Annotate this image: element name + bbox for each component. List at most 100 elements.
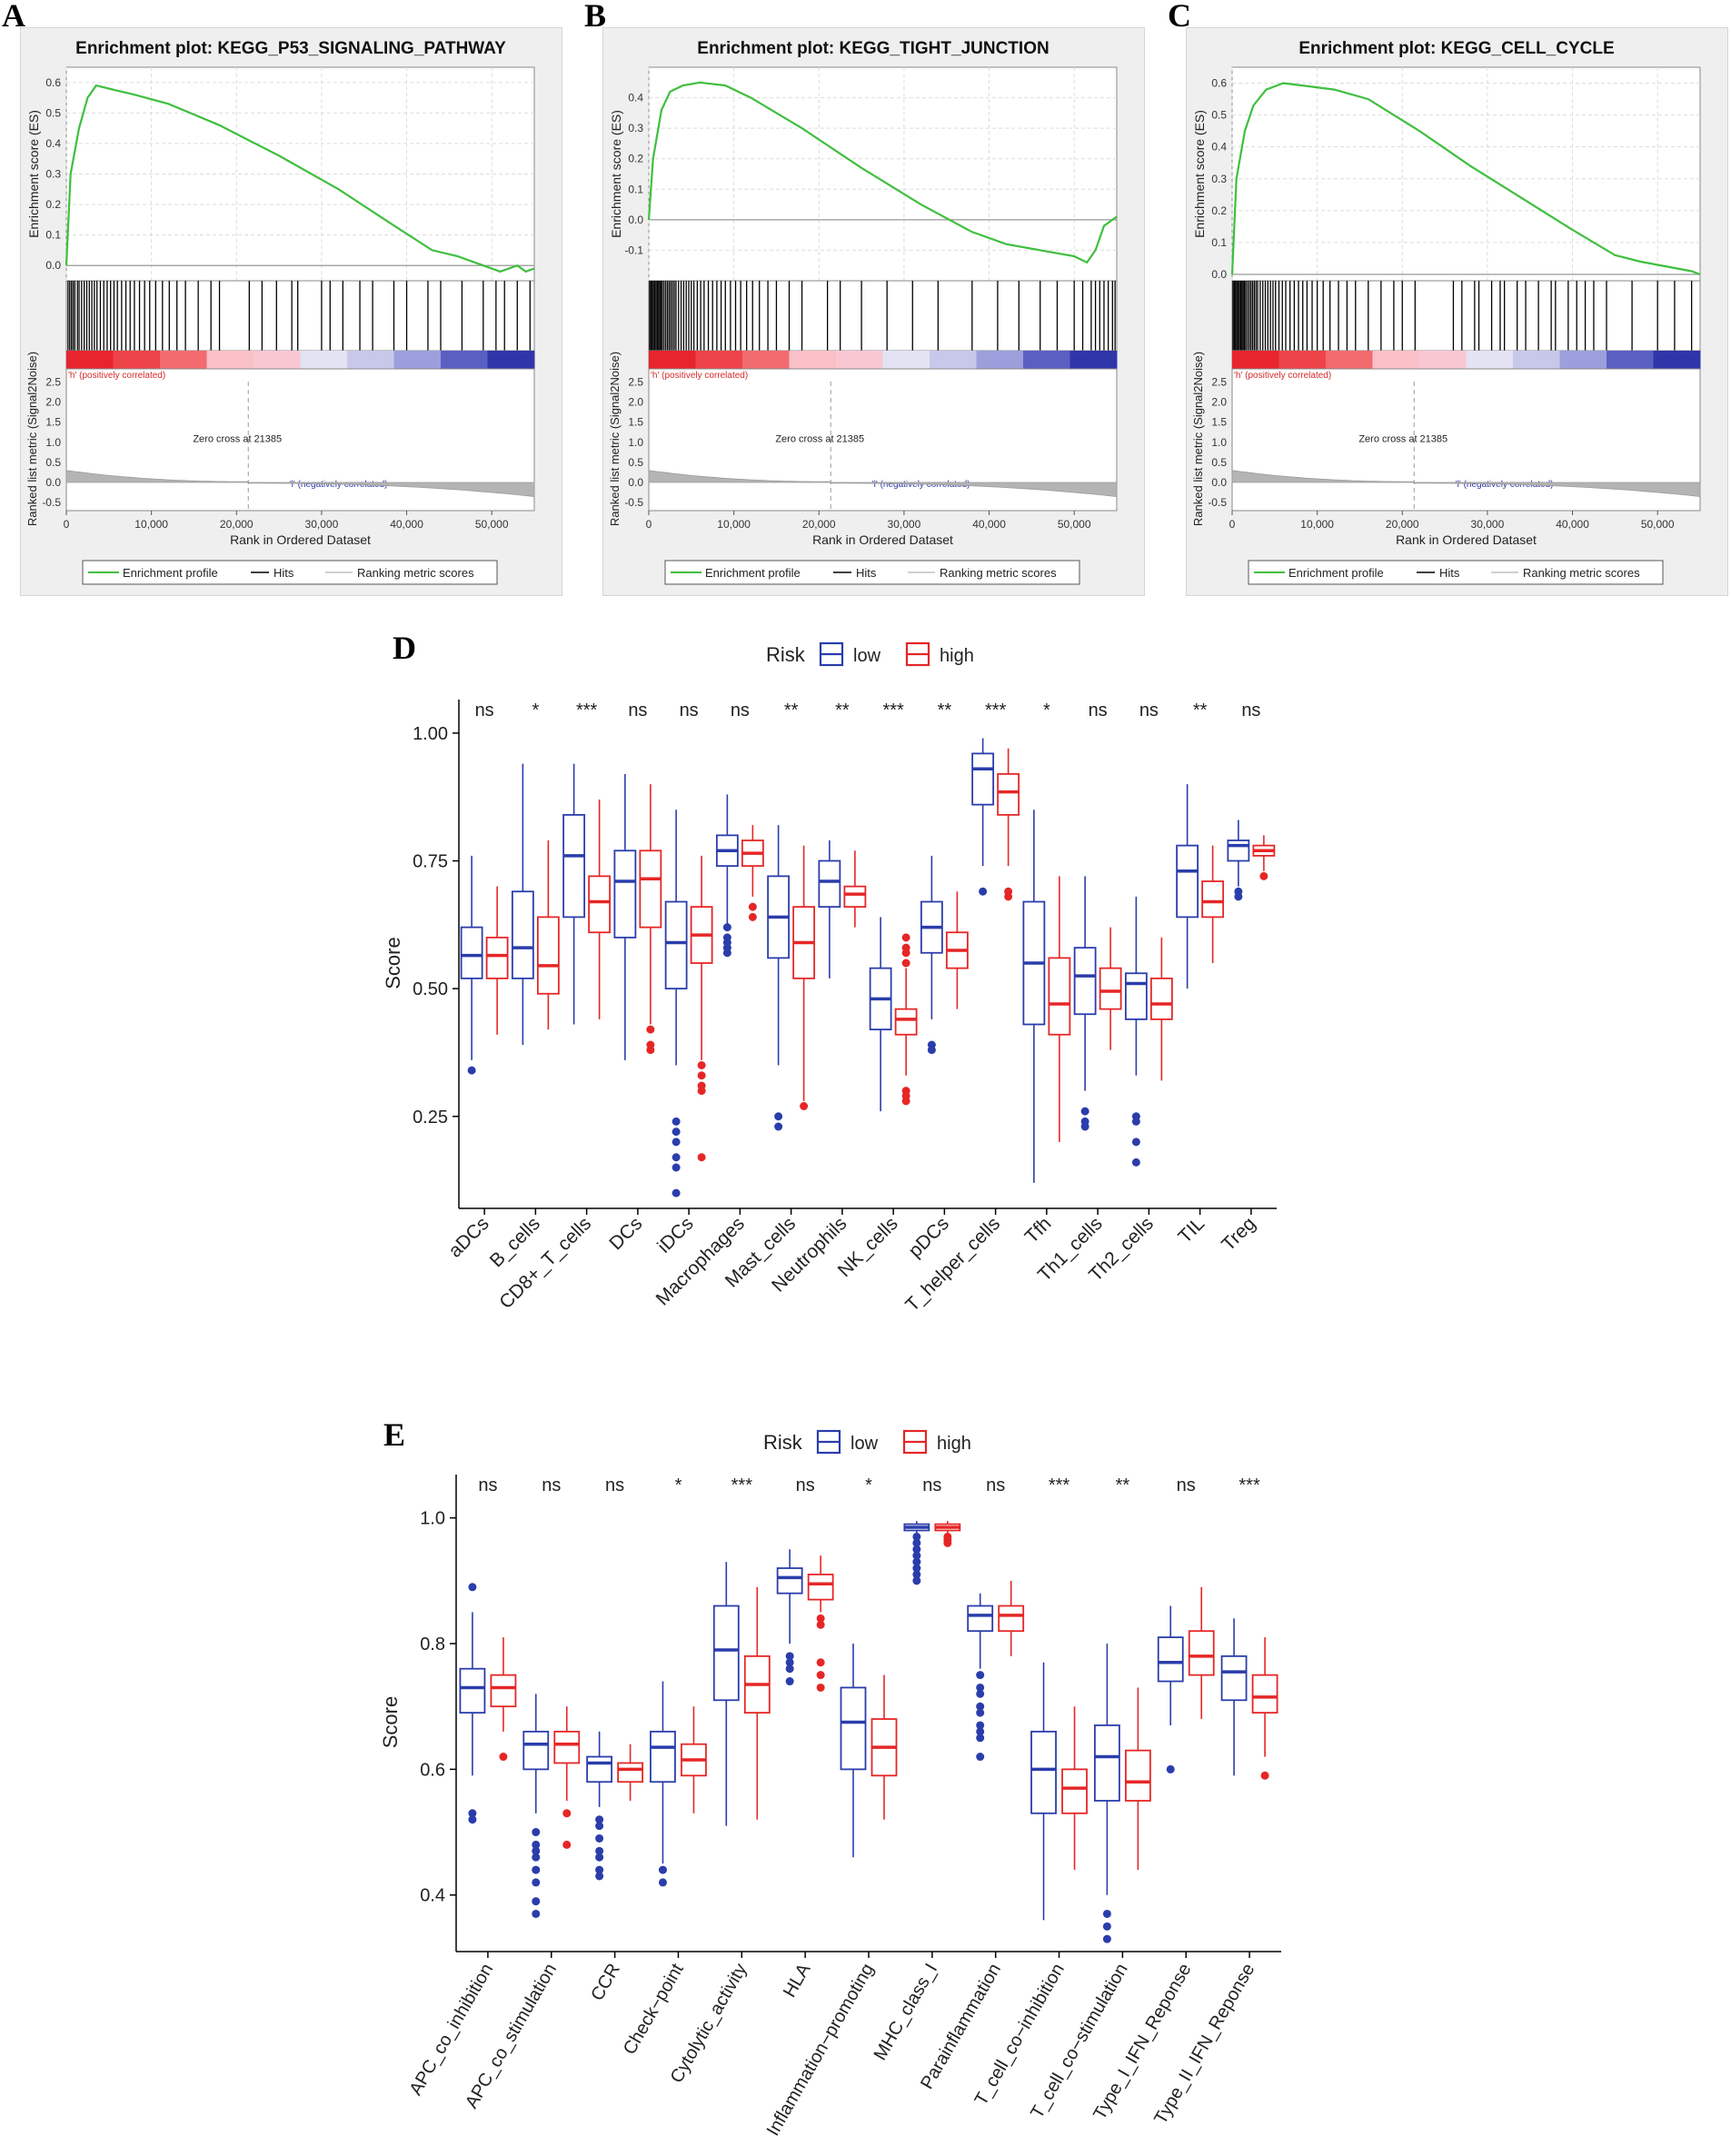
- category-group-cytolytic-activity: ***Cytolytic_activity: [667, 1475, 771, 2087]
- rank-color-segment: [1466, 351, 1514, 369]
- metric-tick-label: 1.0: [628, 436, 643, 449]
- zero-cross-label: Zero cross at 21385: [1358, 433, 1447, 444]
- x-tick-label: pDCs: [905, 1213, 953, 1261]
- significance-label: ns: [605, 1475, 624, 1495]
- x-tick-label: 10,000: [717, 518, 751, 531]
- x-tick-label: 40,000: [972, 518, 1006, 531]
- metric-tick-label: 0.0: [45, 476, 61, 489]
- x-tick-label: 0: [646, 518, 652, 531]
- y-axis-label: Score: [379, 1696, 402, 1748]
- rank-color-bar: [649, 351, 1118, 369]
- box-high: [1124, 1687, 1151, 1871]
- box-iqr: [459, 1667, 486, 1714]
- box-iqr: [776, 1567, 803, 1595]
- outlier-point: [532, 1840, 541, 1849]
- box-low: [1093, 1644, 1120, 1943]
- category-group-adcs: ns aDCs: [444, 700, 509, 1262]
- outlier-point: [979, 887, 988, 896]
- outlier-point: [562, 1840, 572, 1849]
- plot-area: [65, 66, 535, 512]
- x-tick-label: iDCs: [653, 1213, 697, 1257]
- x-tick-label: 50,000: [475, 518, 509, 531]
- box-low: [818, 840, 841, 979]
- box-iqr: [894, 1008, 918, 1036]
- panel-label-d: D: [393, 630, 416, 666]
- box-iqr: [485, 936, 509, 979]
- metric-tick-label: 0.5: [628, 456, 643, 469]
- significance-label: ***: [731, 1475, 753, 1495]
- rank-color-segment: [487, 351, 535, 369]
- outlier-point: [785, 1677, 794, 1686]
- x-tick-label: T_helper_cells: [901, 1213, 1004, 1316]
- box-iqr: [1188, 1630, 1215, 1676]
- box-high: [536, 840, 560, 1030]
- outlier-point: [499, 1753, 508, 1762]
- outlier-point: [816, 1614, 825, 1623]
- box-iqr: [617, 1762, 644, 1783]
- x-tick-label: CCR: [587, 1961, 624, 2005]
- outlier-point: [1102, 1909, 1111, 1918]
- outlier-point: [976, 1753, 985, 1762]
- outlier-point: [785, 1658, 794, 1667]
- box-low: [562, 763, 586, 1025]
- box-high: [1149, 937, 1173, 1081]
- metric-tick-label: 2.5: [628, 375, 643, 388]
- outlier-point: [912, 1532, 921, 1541]
- outlier-point: [912, 1570, 921, 1579]
- outlier-point: [774, 1112, 783, 1121]
- box-low: [903, 1521, 930, 1585]
- outlier-point: [785, 1652, 794, 1661]
- box-low: [1124, 896, 1148, 1167]
- y-tick-label: 1.0: [420, 1509, 445, 1529]
- box-high: [807, 1555, 834, 1692]
- outlier-point: [532, 1909, 541, 1918]
- outlier-point: [595, 1865, 604, 1874]
- box-low: [586, 1731, 613, 1881]
- legend-label-metric: Ranking metric scores: [357, 566, 474, 580]
- enrichment-profile-line: [1230, 82, 1701, 276]
- outlier-point: [748, 912, 757, 921]
- outlier-point: [976, 1727, 985, 1736]
- significance-label: **: [835, 700, 850, 720]
- es-tick-label: 0.1: [45, 229, 61, 242]
- category-group-ccr: ns CCR: [586, 1475, 644, 2005]
- rank-color-segment: [695, 351, 743, 369]
- metric-tick-label: 1.5: [45, 416, 61, 429]
- box-low: [511, 763, 534, 1045]
- legend-item-low: low: [816, 1429, 879, 1455]
- box-high: [741, 825, 764, 921]
- box-low: [1030, 1662, 1057, 1921]
- outlier-point: [816, 1620, 825, 1629]
- es-tick-label: 0.3: [628, 122, 643, 134]
- significance-label: *: [675, 1475, 682, 1495]
- box-iqr: [1124, 972, 1148, 1020]
- box-iqr: [967, 1605, 994, 1633]
- legend-title: Risk: [766, 643, 806, 666]
- metric-axis-label: Ranked list metric (Signal2Noise): [1191, 352, 1205, 526]
- significance-label: ns: [796, 1475, 815, 1495]
- es-tick-label: 0.4: [1211, 141, 1227, 154]
- y-tick-label: 0.25: [413, 1108, 448, 1128]
- box-iqr: [1030, 1730, 1057, 1814]
- x-tick-label: 0: [1229, 518, 1236, 531]
- negative-correlation-label: 'l' (negatively correlated): [290, 480, 388, 490]
- rank-color-segment: [254, 351, 301, 369]
- x-tick-label: aDCs: [444, 1213, 492, 1261]
- category-group-t-cell-co-inhibition: ***T_cell_co−inhibition: [971, 1475, 1088, 2109]
- significance-label: ***: [1239, 1475, 1260, 1495]
- rank-color-segment: [347, 351, 394, 369]
- gsea-title: Enrichment plot: KEGG_TIGHT_JUNCTION: [697, 39, 1049, 58]
- x-tick-label: 10,000: [1300, 518, 1334, 531]
- metric-tick-label: -0.5: [624, 496, 643, 509]
- rank-color-segment: [1513, 351, 1560, 369]
- outlier-point: [943, 1538, 952, 1547]
- significance-label: ns: [478, 1475, 497, 1495]
- box-low: [767, 825, 791, 1131]
- significance-label: **: [1193, 700, 1208, 720]
- outlier-point: [912, 1564, 921, 1573]
- outlier-point: [722, 923, 731, 932]
- box-high: [1251, 1637, 1278, 1780]
